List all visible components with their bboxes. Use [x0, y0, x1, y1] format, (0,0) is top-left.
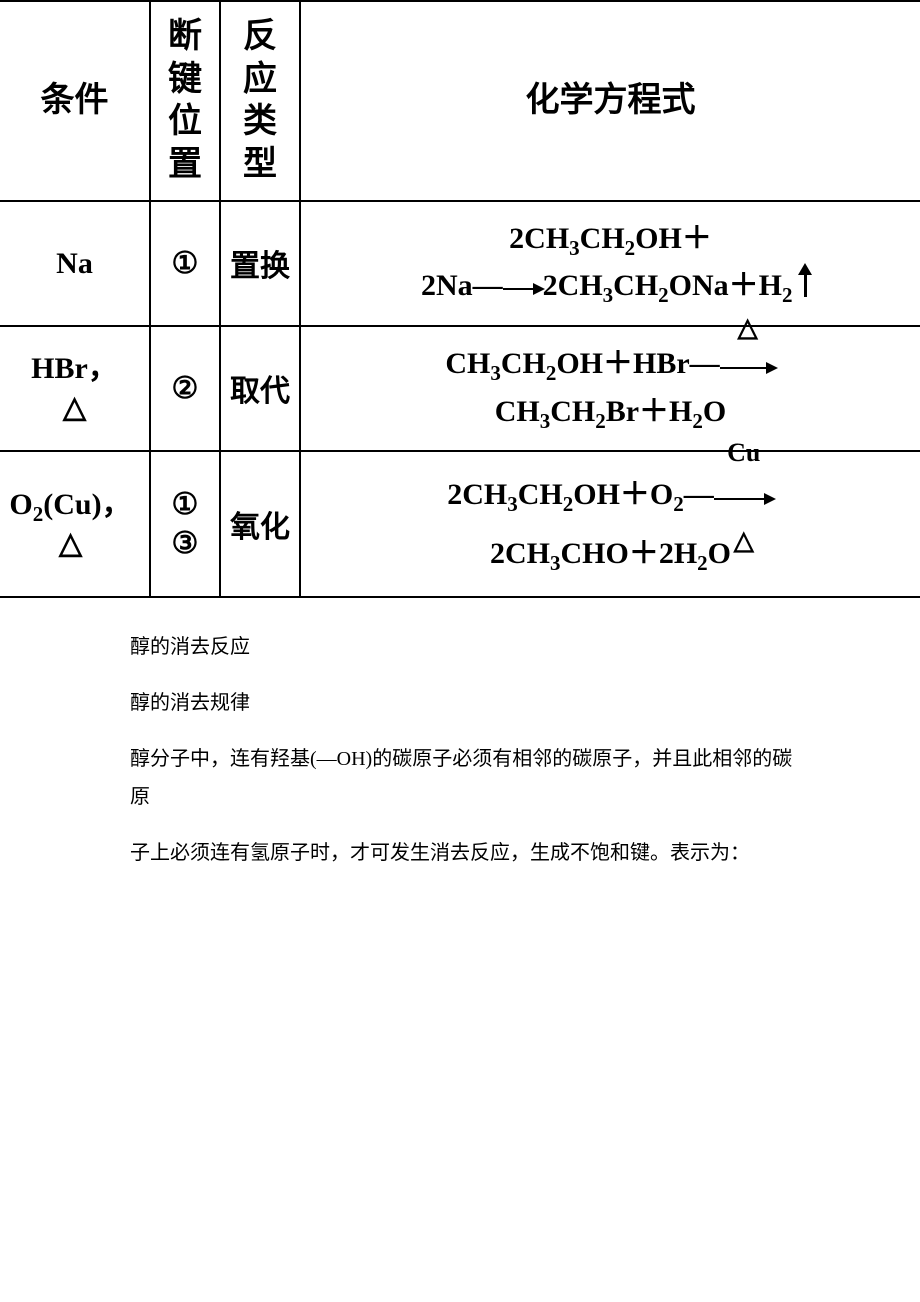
table-row: Na ① 置换 2CH3CH2OH＋ 2Na―2CH3CH2ONa＋H2	[0, 201, 920, 326]
equation-o2cu: 2CH3CH2OH＋O2―Cu△ 2CH3CHO＋2H2O	[307, 466, 914, 583]
cond-o2cu: O2(Cu)，△	[0, 485, 143, 563]
cell-bond-pos: ①	[150, 201, 220, 326]
cell-equation: 2CH3CH2OH＋ 2Na―2CH3CH2ONa＋H2	[300, 201, 920, 326]
para-2: 醇的消去规律	[130, 684, 810, 722]
arrow-icon	[503, 264, 543, 311]
arrow-cu-heat-icon: Cu△	[714, 468, 774, 525]
table-row: O2(Cu)，△ ①③ 氧化 2CH3CH2OH＋O2―Cu△ 2CH3CHO＋…	[0, 451, 920, 598]
cell-condition: HBr，△	[0, 326, 150, 451]
cond-na: Na	[6, 244, 143, 283]
para-1: 醇的消去反应	[130, 628, 810, 666]
hdr-bond-pos: 断键位置	[150, 1, 220, 201]
hdr-equation: 化学方程式	[300, 1, 920, 201]
table-row: HBr，△ ② 取代 CH3CH2OH＋HBr―△ CH3CH2Br＋H2O	[0, 326, 920, 451]
cell-condition: O2(Cu)，△	[0, 451, 150, 598]
cell-rxn-type: 置换	[220, 201, 300, 326]
equation-na: 2CH3CH2OH＋ 2Na―2CH3CH2ONa＋H2	[307, 216, 914, 311]
hdr-bond-pos-text: 断键位置	[168, 18, 202, 183]
reaction-table: 条件 断键位置 反应类型 化学方程式 Na ① 置换 2CH3CH2OH＋	[0, 0, 920, 598]
page-root: 条件 断键位置 反应类型 化学方程式 Na ① 置换 2CH3CH2OH＋	[0, 0, 920, 872]
cell-bond-pos: ②	[150, 326, 220, 451]
cell-rxn-type: 取代	[220, 326, 300, 451]
para-3: 醇分子中，连有羟基(—OH)的碳原子必须有相邻的碳原子，并且此相邻的碳原	[130, 740, 810, 816]
table-header-row: 条件 断键位置 反应类型 化学方程式	[0, 1, 920, 201]
body-text-block: 醇的消去反应 醇的消去规律 醇分子中，连有羟基(—OH)的碳原子必须有相邻的碳原…	[130, 628, 810, 872]
arrow-heat-icon: △	[720, 343, 776, 390]
hdr-rxn-type-text: 反应类型	[243, 18, 277, 183]
hdr-condition: 条件	[0, 1, 150, 201]
cond-hbr: HBr，△	[6, 349, 143, 427]
cell-rxn-type: 氧化	[220, 451, 300, 598]
cell-equation: CH3CH2OH＋HBr―△ CH3CH2Br＋H2O	[300, 326, 920, 451]
para-4: 子上必须连有氢原子时，才可发生消去反应，生成不饱和键。表示为：	[130, 834, 810, 872]
equation-hbr: CH3CH2OH＋HBr―△ CH3CH2Br＋H2O	[307, 341, 914, 436]
pos-13: ①③	[157, 485, 213, 563]
cell-equation: 2CH3CH2OH＋O2―Cu△ 2CH3CHO＋2H2O	[300, 451, 920, 598]
cell-bond-pos: ①③	[150, 451, 220, 598]
cell-condition: Na	[0, 201, 150, 326]
hdr-rxn-type: 反应类型	[220, 1, 300, 201]
